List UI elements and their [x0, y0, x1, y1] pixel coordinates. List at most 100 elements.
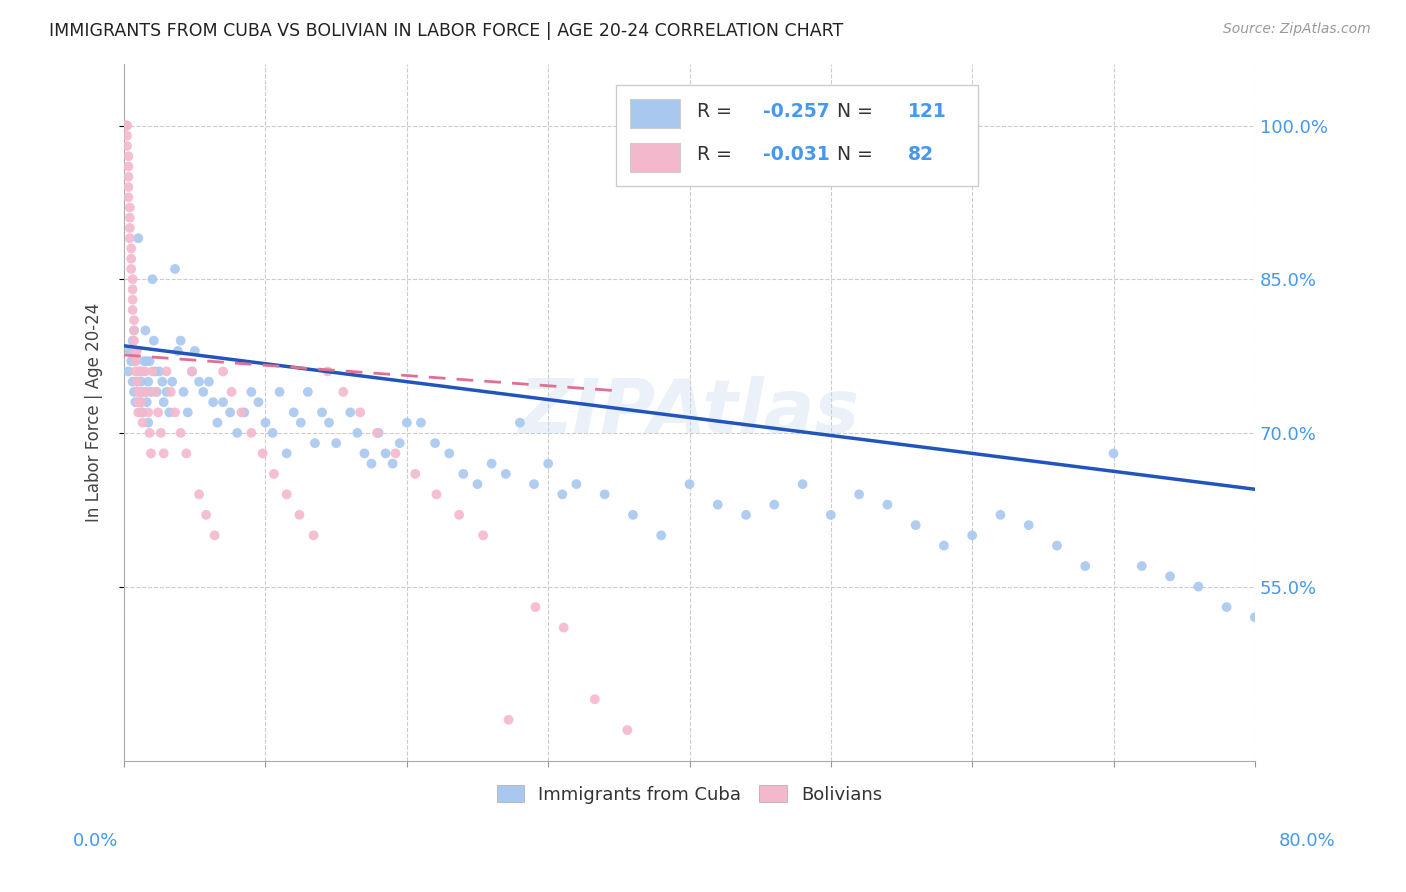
- Text: 80.0%: 80.0%: [1279, 832, 1336, 850]
- Point: [288, 508, 311, 522]
- Text: -0.257: -0.257: [763, 102, 830, 121]
- Point: [132, 354, 155, 368]
- Point: [404, 467, 426, 481]
- Point: [135, 354, 157, 368]
- Point: [472, 528, 495, 542]
- Point: [792, 477, 814, 491]
- Point: [117, 169, 139, 184]
- Point: [118, 221, 141, 235]
- Point: [509, 416, 531, 430]
- Point: [145, 384, 167, 399]
- Point: [115, 119, 138, 133]
- Text: R =: R =: [697, 145, 738, 164]
- Point: [155, 384, 177, 399]
- Point: [254, 416, 277, 430]
- Point: [960, 528, 983, 542]
- Point: [1046, 539, 1069, 553]
- Point: [181, 364, 204, 378]
- Point: [990, 508, 1012, 522]
- Point: [498, 713, 520, 727]
- Point: [114, 119, 136, 133]
- Point: [139, 446, 162, 460]
- Point: [152, 446, 174, 460]
- Point: [134, 364, 156, 378]
- Point: [120, 354, 142, 368]
- Point: [176, 446, 198, 460]
- Point: [820, 508, 842, 522]
- Point: [117, 180, 139, 194]
- Point: [122, 334, 145, 348]
- Y-axis label: In Labor Force | Age 20-24: In Labor Force | Age 20-24: [86, 302, 103, 522]
- Point: [650, 528, 672, 542]
- Point: [143, 364, 166, 378]
- Point: [678, 477, 700, 491]
- Point: [120, 252, 142, 266]
- Point: [115, 119, 138, 133]
- Point: [157, 405, 180, 419]
- Point: [166, 343, 188, 358]
- Point: [138, 425, 160, 440]
- Point: [1244, 610, 1267, 624]
- Point: [169, 425, 191, 440]
- Point: [131, 405, 153, 419]
- Text: 82: 82: [908, 145, 934, 164]
- Point: [395, 416, 418, 430]
- Point: [127, 405, 149, 419]
- Point: [551, 487, 574, 501]
- Point: [583, 692, 606, 706]
- Point: [524, 600, 547, 615]
- Point: [118, 231, 141, 245]
- Point: [169, 334, 191, 348]
- Point: [425, 487, 447, 501]
- Point: [122, 323, 145, 337]
- Point: [707, 498, 730, 512]
- Point: [283, 405, 305, 419]
- Point: [302, 528, 325, 542]
- Point: [152, 395, 174, 409]
- Point: [181, 364, 204, 378]
- Point: [136, 416, 159, 430]
- Text: N =: N =: [825, 145, 879, 164]
- Point: [121, 293, 143, 307]
- Point: [117, 364, 139, 378]
- Point: [276, 446, 298, 460]
- Point: [423, 436, 446, 450]
- Point: [1371, 498, 1393, 512]
- Point: [118, 201, 141, 215]
- FancyBboxPatch shape: [616, 85, 977, 186]
- Point: [142, 334, 165, 348]
- Point: [173, 384, 195, 399]
- Point: [114, 119, 136, 133]
- Point: [121, 272, 143, 286]
- FancyBboxPatch shape: [630, 143, 681, 172]
- Point: [125, 375, 148, 389]
- Point: [121, 375, 143, 389]
- Text: ZIPAtlas: ZIPAtlas: [519, 376, 860, 449]
- Point: [139, 384, 162, 399]
- Point: [121, 302, 143, 317]
- Point: [453, 467, 475, 481]
- Point: [195, 508, 218, 522]
- Point: [128, 364, 150, 378]
- Point: [141, 364, 163, 378]
- Point: [160, 375, 183, 389]
- Point: [495, 467, 517, 481]
- Point: [124, 364, 146, 378]
- Point: [150, 375, 173, 389]
- Point: [115, 128, 138, 143]
- Point: [184, 343, 207, 358]
- Point: [263, 467, 285, 481]
- Text: R =: R =: [697, 102, 738, 121]
- Point: [904, 518, 927, 533]
- Point: [135, 384, 157, 399]
- Legend: Immigrants from Cuba, Bolivians: Immigrants from Cuba, Bolivians: [489, 778, 890, 811]
- Point: [148, 364, 170, 378]
- Point: [346, 425, 368, 440]
- Point: [621, 508, 644, 522]
- Point: [159, 384, 181, 399]
- Point: [131, 416, 153, 430]
- Point: [204, 528, 226, 542]
- Point: [439, 446, 461, 460]
- Text: 121: 121: [908, 102, 946, 121]
- Point: [523, 477, 546, 491]
